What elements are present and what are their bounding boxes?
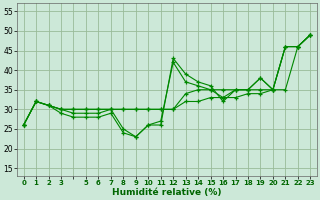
X-axis label: Humidité relative (%): Humidité relative (%) xyxy=(112,188,222,197)
